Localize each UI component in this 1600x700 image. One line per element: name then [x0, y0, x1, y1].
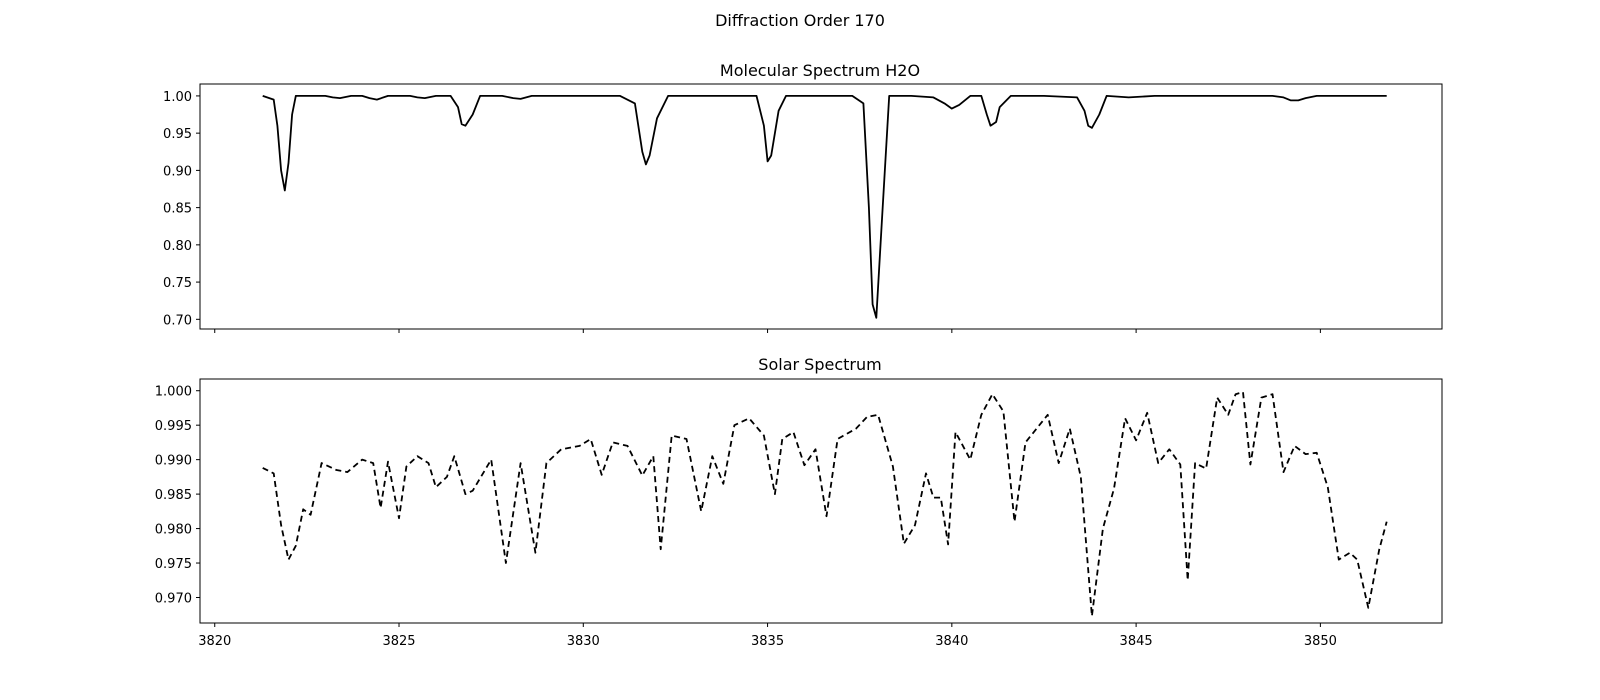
solar-plot-area: [262, 391, 1388, 617]
solar-y-tick-label: 1.000: [155, 385, 192, 400]
solar-x-tick-label: 3845: [1120, 634, 1153, 649]
molecular-plot-area: [262, 95, 1387, 319]
solar-x-tick-label: 3840: [935, 634, 968, 649]
solar-x-tick-label: 3825: [382, 634, 415, 649]
molecular-spectrum-panel: Molecular Spectrum H2O 0.700.750.800.850…: [163, 61, 1443, 333]
molecular-axes-frame: [199, 83, 1443, 330]
molecular-y-tick-label: 0.90: [163, 164, 192, 179]
molecular-spectrum-title: Molecular Spectrum H2O: [720, 61, 920, 80]
molecular-y-tick-label: 0.75: [163, 276, 192, 291]
molecular-x-axis: [214, 329, 1321, 333]
solar-x-axis: 3820 3825 3830 3835 3840 3845 3850: [198, 623, 1337, 649]
solar-x-tick-label: 3835: [751, 634, 784, 649]
solar-y-tick-label: 0.990: [155, 454, 192, 469]
solar-y-tick-label: 0.985: [155, 488, 192, 503]
solar-spectrum-panel: Solar Spectrum 0.970 0.975 0.980 0.985 0.990…: [155, 355, 1443, 649]
solar-series-line: [262, 391, 1388, 617]
molecular-y-tick-label: 0.85: [163, 202, 192, 217]
solar-y-tick-label: 0.970: [155, 591, 192, 606]
solar-x-tick-label: 3820: [198, 634, 231, 649]
figure-title: Diffraction Order 170: [715, 11, 885, 30]
solar-y-axis: 0.970 0.975 0.980 0.985 0.990 0.995 1.000: [155, 385, 200, 606]
molecular-y-tick-label: 0.80: [163, 239, 192, 254]
solar-y-tick-label: 0.980: [155, 523, 192, 538]
molecular-y-tick-label: 1.00: [163, 90, 192, 105]
molecular-series-line: [262, 95, 1387, 319]
molecular-y-tick-label: 0.70: [163, 313, 192, 328]
solar-y-tick-label: 0.995: [155, 419, 192, 434]
molecular-y-tick-label: 0.95: [163, 127, 192, 142]
solar-axes-frame: [199, 378, 1443, 624]
solar-x-tick-label: 3850: [1304, 634, 1337, 649]
solar-spectrum-title: Solar Spectrum: [758, 355, 881, 374]
molecular-y-axis: 0.70 0.75 0.80 0.85 0.90 0.95 1.00: [163, 90, 200, 328]
solar-x-tick-label: 3830: [567, 634, 600, 649]
solar-y-tick-label: 0.975: [155, 557, 192, 572]
